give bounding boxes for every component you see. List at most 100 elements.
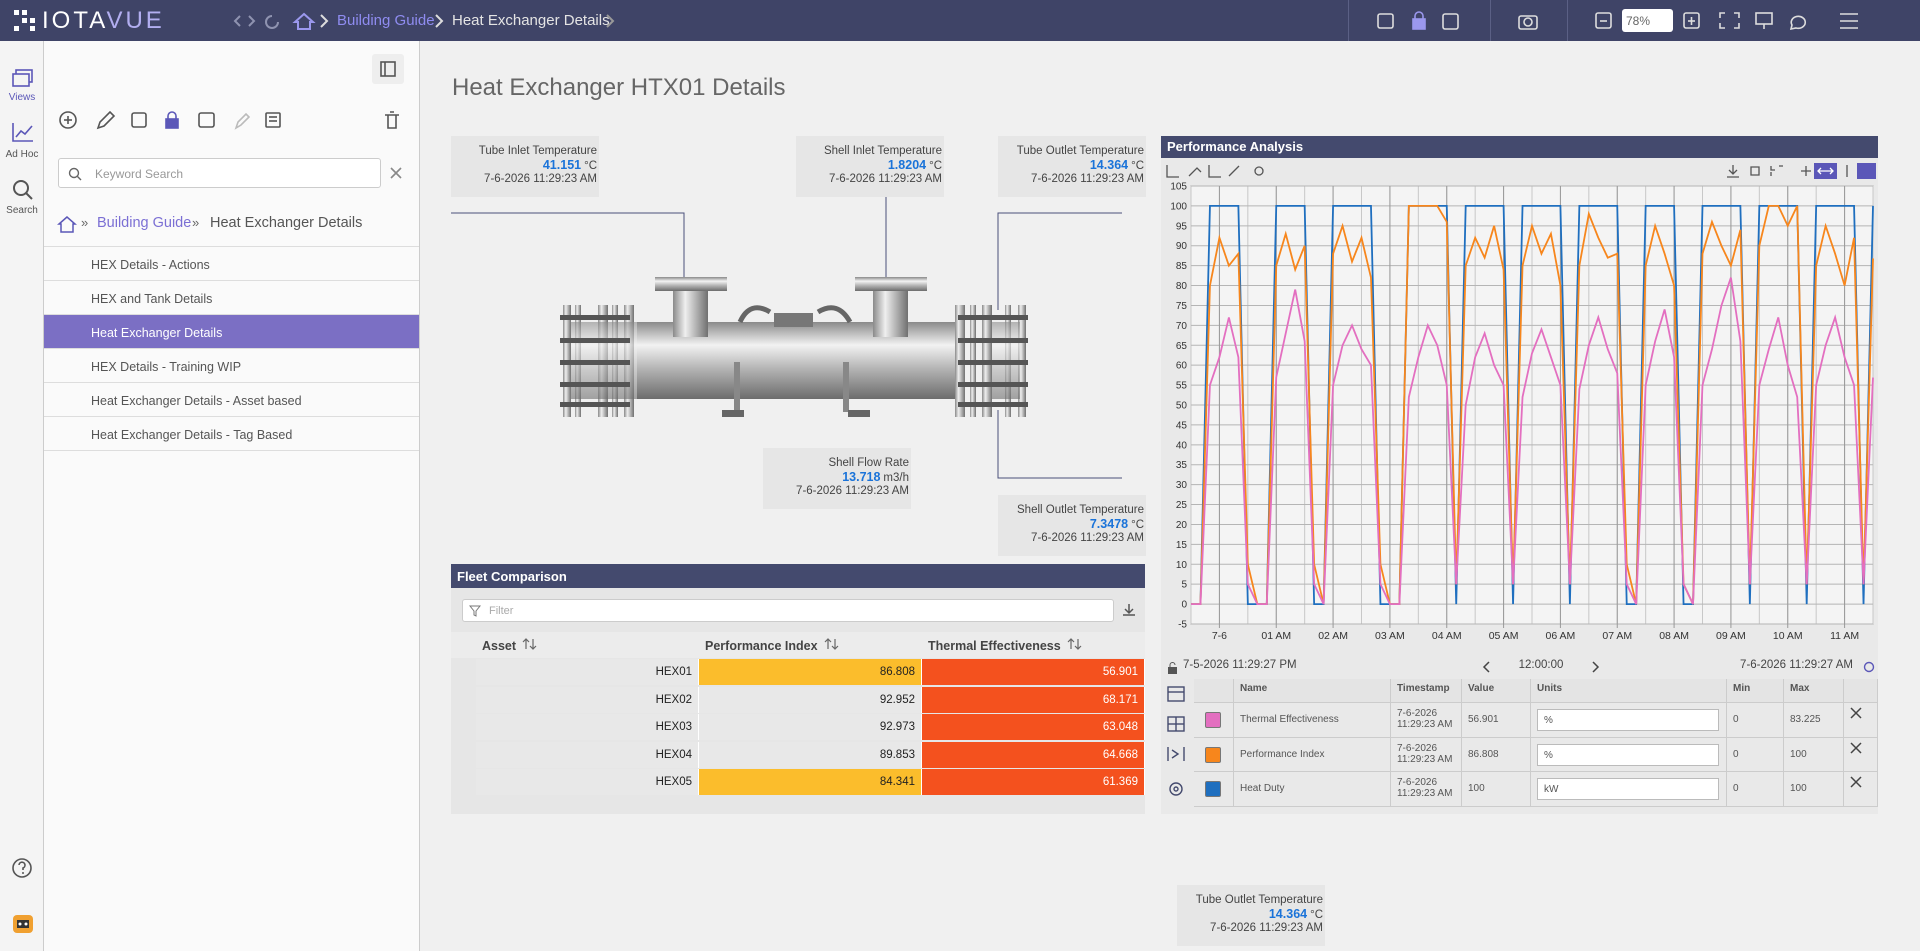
- chevron: [606, 14, 615, 28]
- clear-search[interactable]: [389, 166, 403, 180]
- legend-units[interactable]: %: [1537, 709, 1719, 731]
- sort-icon[interactable]: [824, 638, 840, 650]
- reading-unit: °C: [584, 159, 597, 172]
- filter-placeholder: Filter: [489, 605, 514, 617]
- brand-a: IOTA: [42, 7, 107, 34]
- chevron: [320, 14, 329, 28]
- nav-item[interactable]: HEX Details - Actions: [44, 247, 419, 281]
- thermal-cell: 68.171: [922, 686, 1145, 713]
- reading-label: Shell Outlet Temperature: [1017, 504, 1144, 516]
- reading-value-line: 1.8204 °C: [796, 157, 942, 174]
- reading-value-line: 14.364 °C: [998, 158, 1144, 174]
- adhoc-icon[interactable]: [11, 121, 35, 143]
- help-icon[interactable]: [11, 857, 35, 881]
- search-icon[interactable]: [11, 178, 35, 202]
- column-header[interactable]: Thermal Effectiveness: [922, 632, 1145, 658]
- sort-icon[interactable]: [1067, 638, 1083, 650]
- crumb-link[interactable]: Building Guide: [337, 12, 435, 29]
- reading-label: Shell Inlet Temperature: [823, 145, 942, 157]
- legend-units-cell: %: [1531, 737, 1727, 772]
- search-box[interactable]: Keyword Search: [58, 158, 381, 188]
- reading-timestamp: 7-6-2026 11:29:23 AM: [1210, 922, 1323, 934]
- reading-value: 41.151: [542, 157, 582, 172]
- rail-label[interactable]: Search: [6, 205, 38, 216]
- range-start: 7-5-2026 11:29:27 PM: [1183, 659, 1297, 671]
- view-icons[interactable]: [1682, 11, 1862, 31]
- divider: [1490, 0, 1491, 41]
- legend-swatch[interactable]: [1205, 781, 1221, 797]
- nav-item[interactable]: Heat Exchanger Details - Asset based: [44, 383, 419, 417]
- legend-min: 0: [1727, 703, 1784, 738]
- remove-cross: [1850, 741, 1862, 754]
- zoom-input[interactable]: 78%: [1622, 9, 1673, 32]
- legend-header: Value: [1462, 679, 1531, 703]
- nav-icons[interactable]: [232, 10, 322, 32]
- avatar[interactable]: [9, 909, 37, 937]
- crumb-current: Heat Exchanger Details: [452, 12, 610, 29]
- lock-icon[interactable]: [1167, 661, 1179, 675]
- legend-swatch[interactable]: [1205, 746, 1221, 763]
- export-icon[interactable]: [1121, 602, 1137, 618]
- reading-widget: Shell Outlet Temperature 7.3478 °C 7-6-2026…: [998, 495, 1146, 556]
- icon-rail: Views Ad Hoc Search: [0, 41, 44, 951]
- reading-value: 1.8204: [887, 157, 927, 172]
- fleet-widget: Fleet Comparison Filter Asset Performance…: [451, 564, 1145, 814]
- remove-icon[interactable]: [1850, 741, 1862, 754]
- range-nav[interactable]: [1481, 660, 1601, 674]
- nav-item[interactable]: HEX Details - Training WIP: [44, 349, 419, 383]
- reading-timestamp: 7-6-2026 11:29:23 AM: [829, 173, 942, 185]
- sort-arrows: [522, 638, 537, 650]
- legend-remove-cell: [1844, 737, 1878, 772]
- legend-timestamp: 7-6-2026 11:29:23 AM: [1391, 737, 1462, 772]
- page-title: Heat Exchanger HTX01 Details: [452, 74, 786, 101]
- tool-icons[interactable]: [1376, 10, 1476, 32]
- legend-remove-cell: [1844, 772, 1878, 807]
- range-end: 7-6-2026 11:29:27 AM: [1740, 659, 1853, 671]
- divider: [1348, 0, 1349, 41]
- reading-timestamp: 7-6-2026 11:29:23 AM: [1031, 173, 1144, 185]
- connectors: [451, 197, 1122, 479]
- nav-item[interactable]: HEX and Tank Details: [44, 281, 419, 315]
- nav-item[interactable]: Heat Exchanger Details - Tag Based: [44, 417, 419, 451]
- legend-max: 100: [1784, 737, 1844, 772]
- panel-crumb-current: Heat Exchanger Details: [210, 215, 363, 231]
- filter-box[interactable]: Filter: [462, 599, 1114, 622]
- legend-swatch[interactable]: [1205, 712, 1221, 728]
- performance-cell: 92.952: [699, 686, 922, 713]
- sort-icon[interactable]: [522, 638, 538, 650]
- thermal-cell: 63.048: [922, 714, 1145, 740]
- rail-label[interactable]: Ad Hoc: [5, 149, 39, 160]
- refresh-icon[interactable]: [1862, 660, 1876, 674]
- reading-timestamp: 7-6-2026 11:29:23 AM: [796, 485, 909, 497]
- performance-cell: 92.973: [699, 714, 922, 740]
- legend-side-icons[interactable]: [1165, 684, 1189, 814]
- remove-icon[interactable]: [1850, 776, 1862, 788]
- panel-toolbar[interactable]: [44, 107, 419, 137]
- divider: [1567, 0, 1568, 41]
- reading-label: Tube Outlet Temperature: [1195, 894, 1323, 906]
- legend-value: 86.808: [1462, 737, 1531, 772]
- rail-label[interactable]: Views: [8, 92, 36, 103]
- reading-unit: °C: [929, 159, 942, 172]
- column-header[interactable]: Performance Index: [699, 632, 922, 658]
- home-icon[interactable]: [57, 215, 77, 233]
- legend-units[interactable]: kW: [1537, 778, 1719, 800]
- nav-item[interactable]: Heat Exchanger Details: [44, 315, 419, 349]
- legend-max: 100: [1784, 772, 1844, 807]
- views-icon[interactable]: [11, 68, 35, 90]
- sort-arrows: [1067, 638, 1082, 650]
- collapse-button[interactable]: [372, 54, 404, 84]
- legend-max: 83.225: [1784, 703, 1844, 738]
- reading-widget: Shell Inlet Temperature 1.8204 °C 7-6-2026 …: [796, 136, 944, 197]
- camera-icon[interactable]: [1517, 10, 1541, 32]
- legend-min: 0: [1727, 772, 1784, 807]
- legend-header: Timestamp: [1391, 679, 1462, 703]
- legend-units[interactable]: %: [1537, 743, 1719, 766]
- column-header[interactable]: Asset: [476, 632, 699, 658]
- remove-icon[interactable]: [1850, 707, 1862, 719]
- panel-crumb-link[interactable]: Building Guide: [97, 215, 192, 231]
- chart-toolbar[interactable]: [1161, 162, 1878, 180]
- zoom-out[interactable]: [1594, 11, 1614, 31]
- search-placeholder: Keyword Search: [95, 167, 184, 181]
